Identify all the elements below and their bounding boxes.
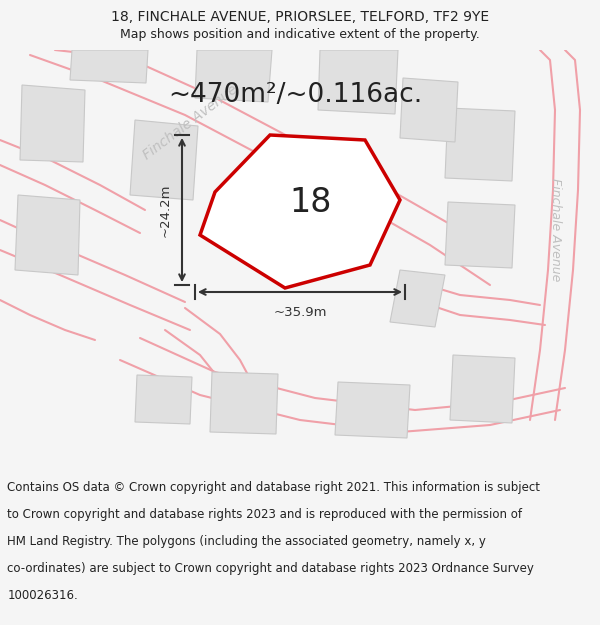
Polygon shape <box>335 382 410 438</box>
Polygon shape <box>400 78 458 142</box>
Text: Map shows position and indicative extent of the property.: Map shows position and indicative extent… <box>120 28 480 41</box>
Text: 100026316.: 100026316. <box>7 589 78 602</box>
Polygon shape <box>200 135 400 288</box>
Text: Finchale Avenue: Finchale Avenue <box>548 178 562 282</box>
Text: Finchale Avenue: Finchale Avenue <box>140 82 240 162</box>
Polygon shape <box>135 375 192 424</box>
Polygon shape <box>195 50 272 102</box>
Text: HM Land Registry. The polygons (including the associated geometry, namely x, y: HM Land Registry. The polygons (includin… <box>7 535 486 548</box>
Polygon shape <box>130 120 198 200</box>
Polygon shape <box>445 202 515 268</box>
Polygon shape <box>15 195 80 275</box>
Text: co-ordinates) are subject to Crown copyright and database rights 2023 Ordnance S: co-ordinates) are subject to Crown copyr… <box>7 562 534 575</box>
Text: ~470m²/~0.116ac.: ~470m²/~0.116ac. <box>168 82 422 108</box>
Text: ~24.2m: ~24.2m <box>159 183 172 237</box>
Polygon shape <box>70 50 148 83</box>
Text: ~35.9m: ~35.9m <box>273 306 327 319</box>
Polygon shape <box>445 108 515 181</box>
Polygon shape <box>318 50 398 114</box>
Polygon shape <box>450 355 515 423</box>
Polygon shape <box>210 372 278 434</box>
Text: to Crown copyright and database rights 2023 and is reproduced with the permissio: to Crown copyright and database rights 2… <box>7 508 522 521</box>
Text: 18, FINCHALE AVENUE, PRIORSLEE, TELFORD, TF2 9YE: 18, FINCHALE AVENUE, PRIORSLEE, TELFORD,… <box>111 10 489 24</box>
Text: Contains OS data © Crown copyright and database right 2021. This information is : Contains OS data © Crown copyright and d… <box>7 481 540 494</box>
Polygon shape <box>390 270 445 327</box>
Polygon shape <box>20 85 85 162</box>
Text: 18: 18 <box>290 186 332 219</box>
